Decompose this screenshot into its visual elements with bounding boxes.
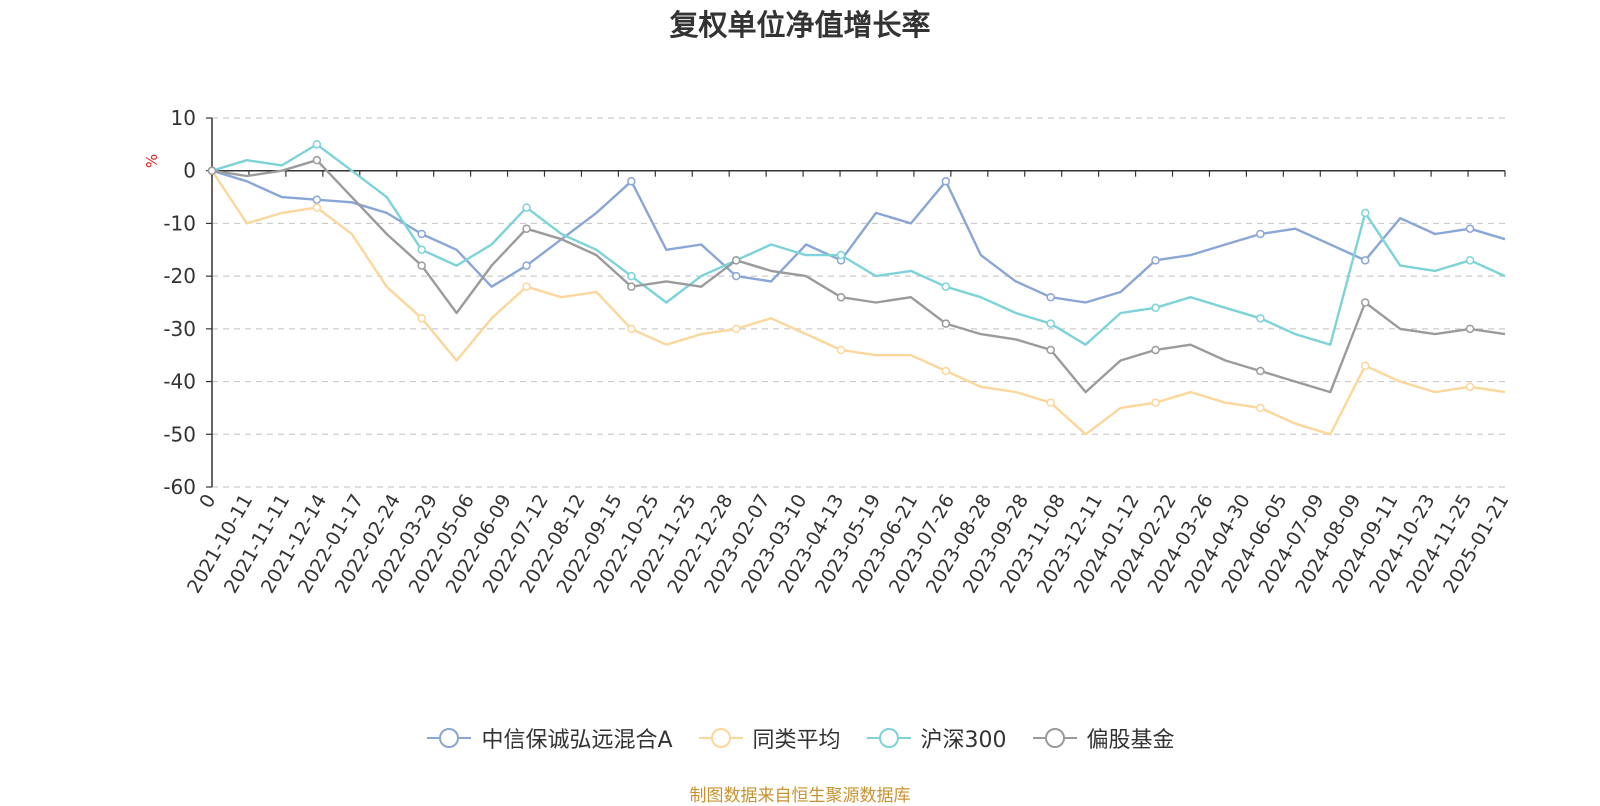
series-point <box>312 195 322 204</box>
series-point <box>627 177 636 186</box>
series-point <box>312 140 322 149</box>
series-point <box>312 203 322 212</box>
axes <box>206 117 1506 488</box>
series-point <box>731 256 741 265</box>
series-point <box>731 271 741 281</box>
chart-title: 复权单位净值增长率 <box>669 8 931 42</box>
source-note: 制图数据来自恒生聚源数据库 <box>689 786 911 806</box>
series-point <box>1151 256 1160 265</box>
series-point <box>1046 345 1055 355</box>
legend-item[interactable]: 沪深300 <box>865 722 1007 754</box>
series-point <box>522 282 531 291</box>
legend-item[interactable]: 偏股基金 <box>1031 722 1175 754</box>
legend-circle-icon <box>866 728 911 748</box>
series-point <box>1465 224 1475 233</box>
y-tick-label: -30 <box>163 317 196 341</box>
series-point <box>627 282 636 291</box>
series-point <box>941 366 951 376</box>
series-point <box>1046 292 1055 302</box>
series-point <box>522 224 531 233</box>
series-point <box>522 203 531 212</box>
series-point <box>1256 314 1265 323</box>
series-point <box>1151 303 1160 313</box>
series-point <box>1465 256 1475 265</box>
series-point <box>627 271 636 281</box>
legend-item[interactable]: 同类平均 <box>697 722 841 754</box>
series-line-1 <box>210 170 1506 436</box>
series-point <box>1360 298 1370 307</box>
series-point <box>522 261 531 270</box>
series-point <box>1360 361 1370 371</box>
series-point <box>941 319 951 328</box>
series-point <box>1046 398 1055 407</box>
y-axis-unit-label: % <box>143 154 161 168</box>
series-point <box>312 155 322 165</box>
series-point <box>731 324 741 334</box>
series-point <box>941 177 951 186</box>
series-lines <box>207 140 1506 436</box>
y-tick-label: -20 <box>163 264 196 288</box>
series-point <box>627 324 636 334</box>
series-point <box>417 261 426 270</box>
y-tick-label: 0 <box>183 159 196 183</box>
y-tick-label: 10 <box>171 106 196 130</box>
series-point <box>1360 256 1370 265</box>
legend-label: 沪深300 <box>920 728 1007 753</box>
series-point <box>1151 345 1160 355</box>
series-line-3 <box>211 158 1506 394</box>
legend: 中信保诚弘远混合A 同类平均 沪深300 偏股基金 <box>0 722 1600 754</box>
legend-item[interactable]: 中信保诚弘远混合A <box>425 722 673 754</box>
series-point <box>1046 319 1055 328</box>
series-point <box>1151 398 1160 407</box>
y-tick-label: -40 <box>163 370 196 394</box>
series-point <box>836 250 846 260</box>
y-tick-label: -50 <box>163 422 196 446</box>
series-point <box>417 229 426 239</box>
series-point <box>1256 403 1265 413</box>
y-tick-label: -10 <box>163 211 196 235</box>
series-point <box>1465 382 1475 392</box>
y-tick-label: -60 <box>163 475 196 499</box>
legend-label: 中信保诚弘远混合A <box>481 728 673 753</box>
series-point <box>1256 229 1265 239</box>
x-tick-label: 0 <box>195 491 220 512</box>
legend-label: 偏股基金 <box>1086 728 1175 753</box>
series-point <box>1256 366 1265 376</box>
series-line-2 <box>211 143 1506 346</box>
legend-circle-icon <box>1032 728 1077 748</box>
legend-label: 同类平均 <box>752 728 841 753</box>
series-line-0 <box>211 169 1506 304</box>
series-point <box>941 282 951 291</box>
series-point <box>836 292 846 302</box>
series-point <box>1465 324 1475 334</box>
series-point <box>417 245 426 255</box>
series-point <box>1360 208 1370 218</box>
series-point <box>207 166 217 175</box>
chart-canvas: 100-10-20-30-40-50-6002021-10-112021-11-… <box>143 106 1513 597</box>
series-point <box>417 314 426 323</box>
legend-circle-icon <box>698 728 743 748</box>
series-point <box>836 345 846 355</box>
legend-circle-icon <box>427 728 472 748</box>
